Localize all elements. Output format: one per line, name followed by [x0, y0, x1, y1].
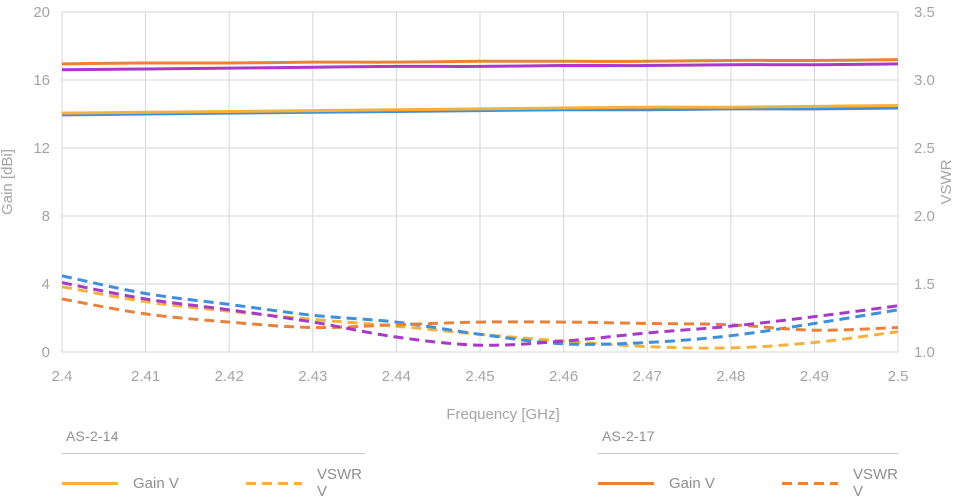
series-as-2-14-gain-v: [61, 104, 899, 115]
x-axis-tick-label: 2.46: [549, 368, 578, 385]
x-axis-tick-label: 2.45: [465, 368, 494, 385]
right-axis-tick-label: 2.5: [914, 140, 935, 157]
legend-title-as-2-14: AS-2-14: [62, 424, 365, 454]
left-axis-tick-label: 16: [33, 72, 50, 89]
series-as-2-14-vswr-h: [61, 274, 899, 346]
x-axis-tick-label: 2.41: [131, 368, 160, 385]
legend-rows: Gain V VSWR V Gain H VSWR H: [62, 466, 365, 504]
series-as-2-17-vswr-v: [61, 297, 899, 332]
left-axis-tick-label: 0: [42, 344, 50, 361]
left-axis-tick-label: 8: [42, 208, 50, 225]
right-axis-tick-label: 1.5: [914, 276, 935, 293]
x-axis-tick-label: 2.48: [716, 368, 745, 385]
x-axis-tick-label: 2.47: [633, 368, 662, 385]
x-axis-tick-label: 2.4: [52, 368, 73, 385]
left-axis-tick-label: 12: [33, 140, 50, 157]
x-axis-tick-label: 2.44: [382, 368, 411, 385]
right-axis-tick-label: 3.0: [914, 72, 935, 89]
series-as-2-17-gain-h: [61, 62, 899, 72]
legend-label-gain-v: Gain V: [133, 474, 179, 492]
series-as-2-17-vswr-h: [61, 281, 899, 347]
x-axis-title: Frequency [GHz]: [446, 406, 559, 423]
gain-v-line-swatch: [62, 481, 118, 485]
legend-group-as-2-14: AS-2-14 Gain V VSWR V Gain H VSWR H: [62, 424, 365, 504]
series-as-2-14-gain-h: [61, 106, 899, 117]
legend-title-as-2-17: AS-2-17: [598, 424, 898, 454]
right-axis-tick-label: 3.5: [914, 4, 935, 21]
right-axis-title: VSWR: [938, 159, 955, 204]
left-axis-title: Gain [dBi]: [0, 149, 16, 215]
legend-label-vswr-v: VSWR V: [853, 466, 898, 500]
right-axis-tick-label: 1.0: [914, 344, 935, 361]
x-axis-tick-label: 2.42: [215, 368, 244, 385]
gain-v-line-swatch: [598, 481, 654, 485]
x-axis-tick-label: 2.43: [298, 368, 327, 385]
x-axis-tick-label: 2.49: [800, 368, 829, 385]
series-as-2-17-gain-v: [61, 58, 899, 66]
legend-rows: Gain V VSWR V Gain H VSWR H: [598, 466, 898, 504]
legend-label-vswr-v: VSWR V: [317, 466, 362, 500]
left-axis-tick-label: 4: [42, 276, 50, 293]
left-axis-tick-label: 20: [33, 4, 50, 21]
gain-vswr-chart: 0 4 8 12 16 20 1.0 1.5 2.0 2.5 3.0 3.5 2.4 2.41 2.42 2.…: [0, 4, 955, 423]
legend-label-gain-v: Gain V: [669, 474, 715, 492]
vswr-v-line-swatch: [782, 481, 838, 485]
vswr-v-line-swatch: [246, 481, 302, 485]
right-axis-tick-label: 2.0: [914, 208, 935, 225]
x-axis-tick-label: 2.5: [888, 368, 909, 385]
legend-group-as-2-17: AS-2-17 Gain V VSWR V Gain H VSWR H: [598, 424, 898, 504]
